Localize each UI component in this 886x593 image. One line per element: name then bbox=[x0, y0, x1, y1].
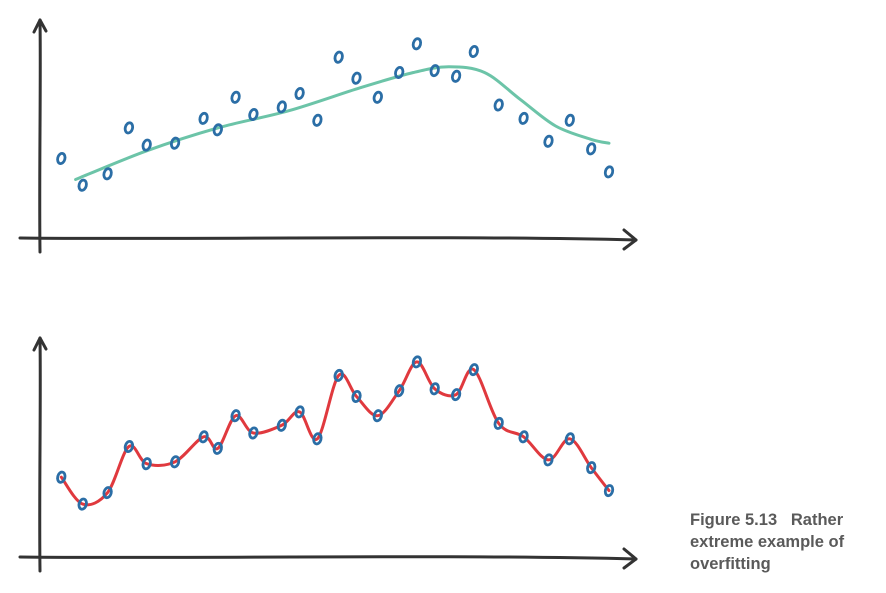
top-data-point bbox=[450, 69, 462, 83]
top-data-point bbox=[468, 44, 479, 59]
bottom-data-point bbox=[603, 484, 615, 498]
top-x-axis-arrow bbox=[622, 228, 638, 251]
bottom-chart-panel bbox=[18, 336, 638, 573]
top-data-point bbox=[141, 138, 152, 152]
bottom-data-point bbox=[230, 409, 241, 423]
bottom-data-point bbox=[351, 389, 362, 404]
top-data-point bbox=[372, 90, 383, 104]
top-data-point bbox=[394, 65, 405, 80]
top-data-point bbox=[102, 167, 113, 181]
top-y-axis-arrow bbox=[32, 18, 48, 34]
top-data-point bbox=[543, 134, 554, 148]
bottom-y-axis-arrow bbox=[32, 336, 48, 352]
figure-caption-label: Figure 5.13 bbox=[690, 511, 778, 529]
bottom-data-point bbox=[56, 470, 67, 484]
top-data-point bbox=[603, 165, 615, 179]
top-y-axis bbox=[38, 18, 42, 254]
bottom-data-point bbox=[312, 432, 323, 446]
top-data-point bbox=[212, 123, 223, 137]
top-data-point bbox=[198, 111, 209, 125]
top-fit-line bbox=[74, 65, 611, 181]
bottom-data-point bbox=[248, 426, 259, 440]
bottom-data-point bbox=[372, 409, 383, 423]
bottom-data-point bbox=[294, 405, 305, 419]
top-data-point bbox=[493, 98, 504, 112]
top-data-point bbox=[564, 113, 575, 127]
bottom-data-point bbox=[411, 355, 423, 369]
bottom-fit-line bbox=[59, 360, 611, 507]
bottom-data-point bbox=[333, 368, 344, 382]
top-data-point bbox=[169, 136, 181, 150]
figure-caption: Figure 5.13 Rather extreme example of ov… bbox=[690, 509, 882, 575]
bottom-data-point bbox=[212, 441, 223, 455]
bottom-data-point bbox=[468, 363, 479, 377]
figure-caption-text: Rather extreme example of overfitting bbox=[690, 511, 845, 573]
bottom-data-point bbox=[394, 384, 405, 398]
bottom-data-point bbox=[169, 455, 181, 469]
top-data-point bbox=[351, 71, 362, 85]
bottom-data-point bbox=[493, 416, 504, 430]
bottom-data-point bbox=[543, 453, 554, 467]
top-data-point bbox=[77, 178, 88, 192]
top-chart-panel bbox=[18, 18, 638, 254]
top-data-point bbox=[518, 111, 529, 125]
top-data-point bbox=[56, 151, 67, 166]
bottom-data-point bbox=[77, 497, 88, 511]
bottom-y-axis bbox=[38, 336, 42, 573]
bottom-data-point bbox=[276, 418, 287, 432]
bottom-data-point bbox=[123, 439, 135, 454]
top-data-point bbox=[276, 100, 287, 114]
bottom-data-point bbox=[450, 388, 462, 402]
top-data-point bbox=[333, 50, 344, 64]
top-data-point bbox=[586, 142, 597, 156]
top-data-point bbox=[312, 113, 323, 127]
bottom-data-point bbox=[518, 430, 529, 444]
top-data-point bbox=[411, 37, 423, 51]
top-data-point bbox=[248, 107, 259, 122]
top-data-point bbox=[429, 64, 440, 78]
bottom-data-point bbox=[586, 461, 597, 475]
bottom-x-axis-arrow bbox=[622, 547, 638, 570]
bottom-data-point bbox=[198, 430, 209, 444]
bottom-data-point bbox=[141, 457, 152, 471]
bottom-data-point bbox=[429, 382, 440, 396]
top-data-point bbox=[123, 121, 135, 135]
bottom-data-point bbox=[564, 432, 575, 446]
bottom-x-axis bbox=[18, 555, 638, 561]
top-x-axis bbox=[18, 236, 638, 242]
top-data-point bbox=[230, 90, 241, 104]
bottom-data-point bbox=[102, 486, 113, 500]
top-data-point bbox=[294, 86, 305, 101]
